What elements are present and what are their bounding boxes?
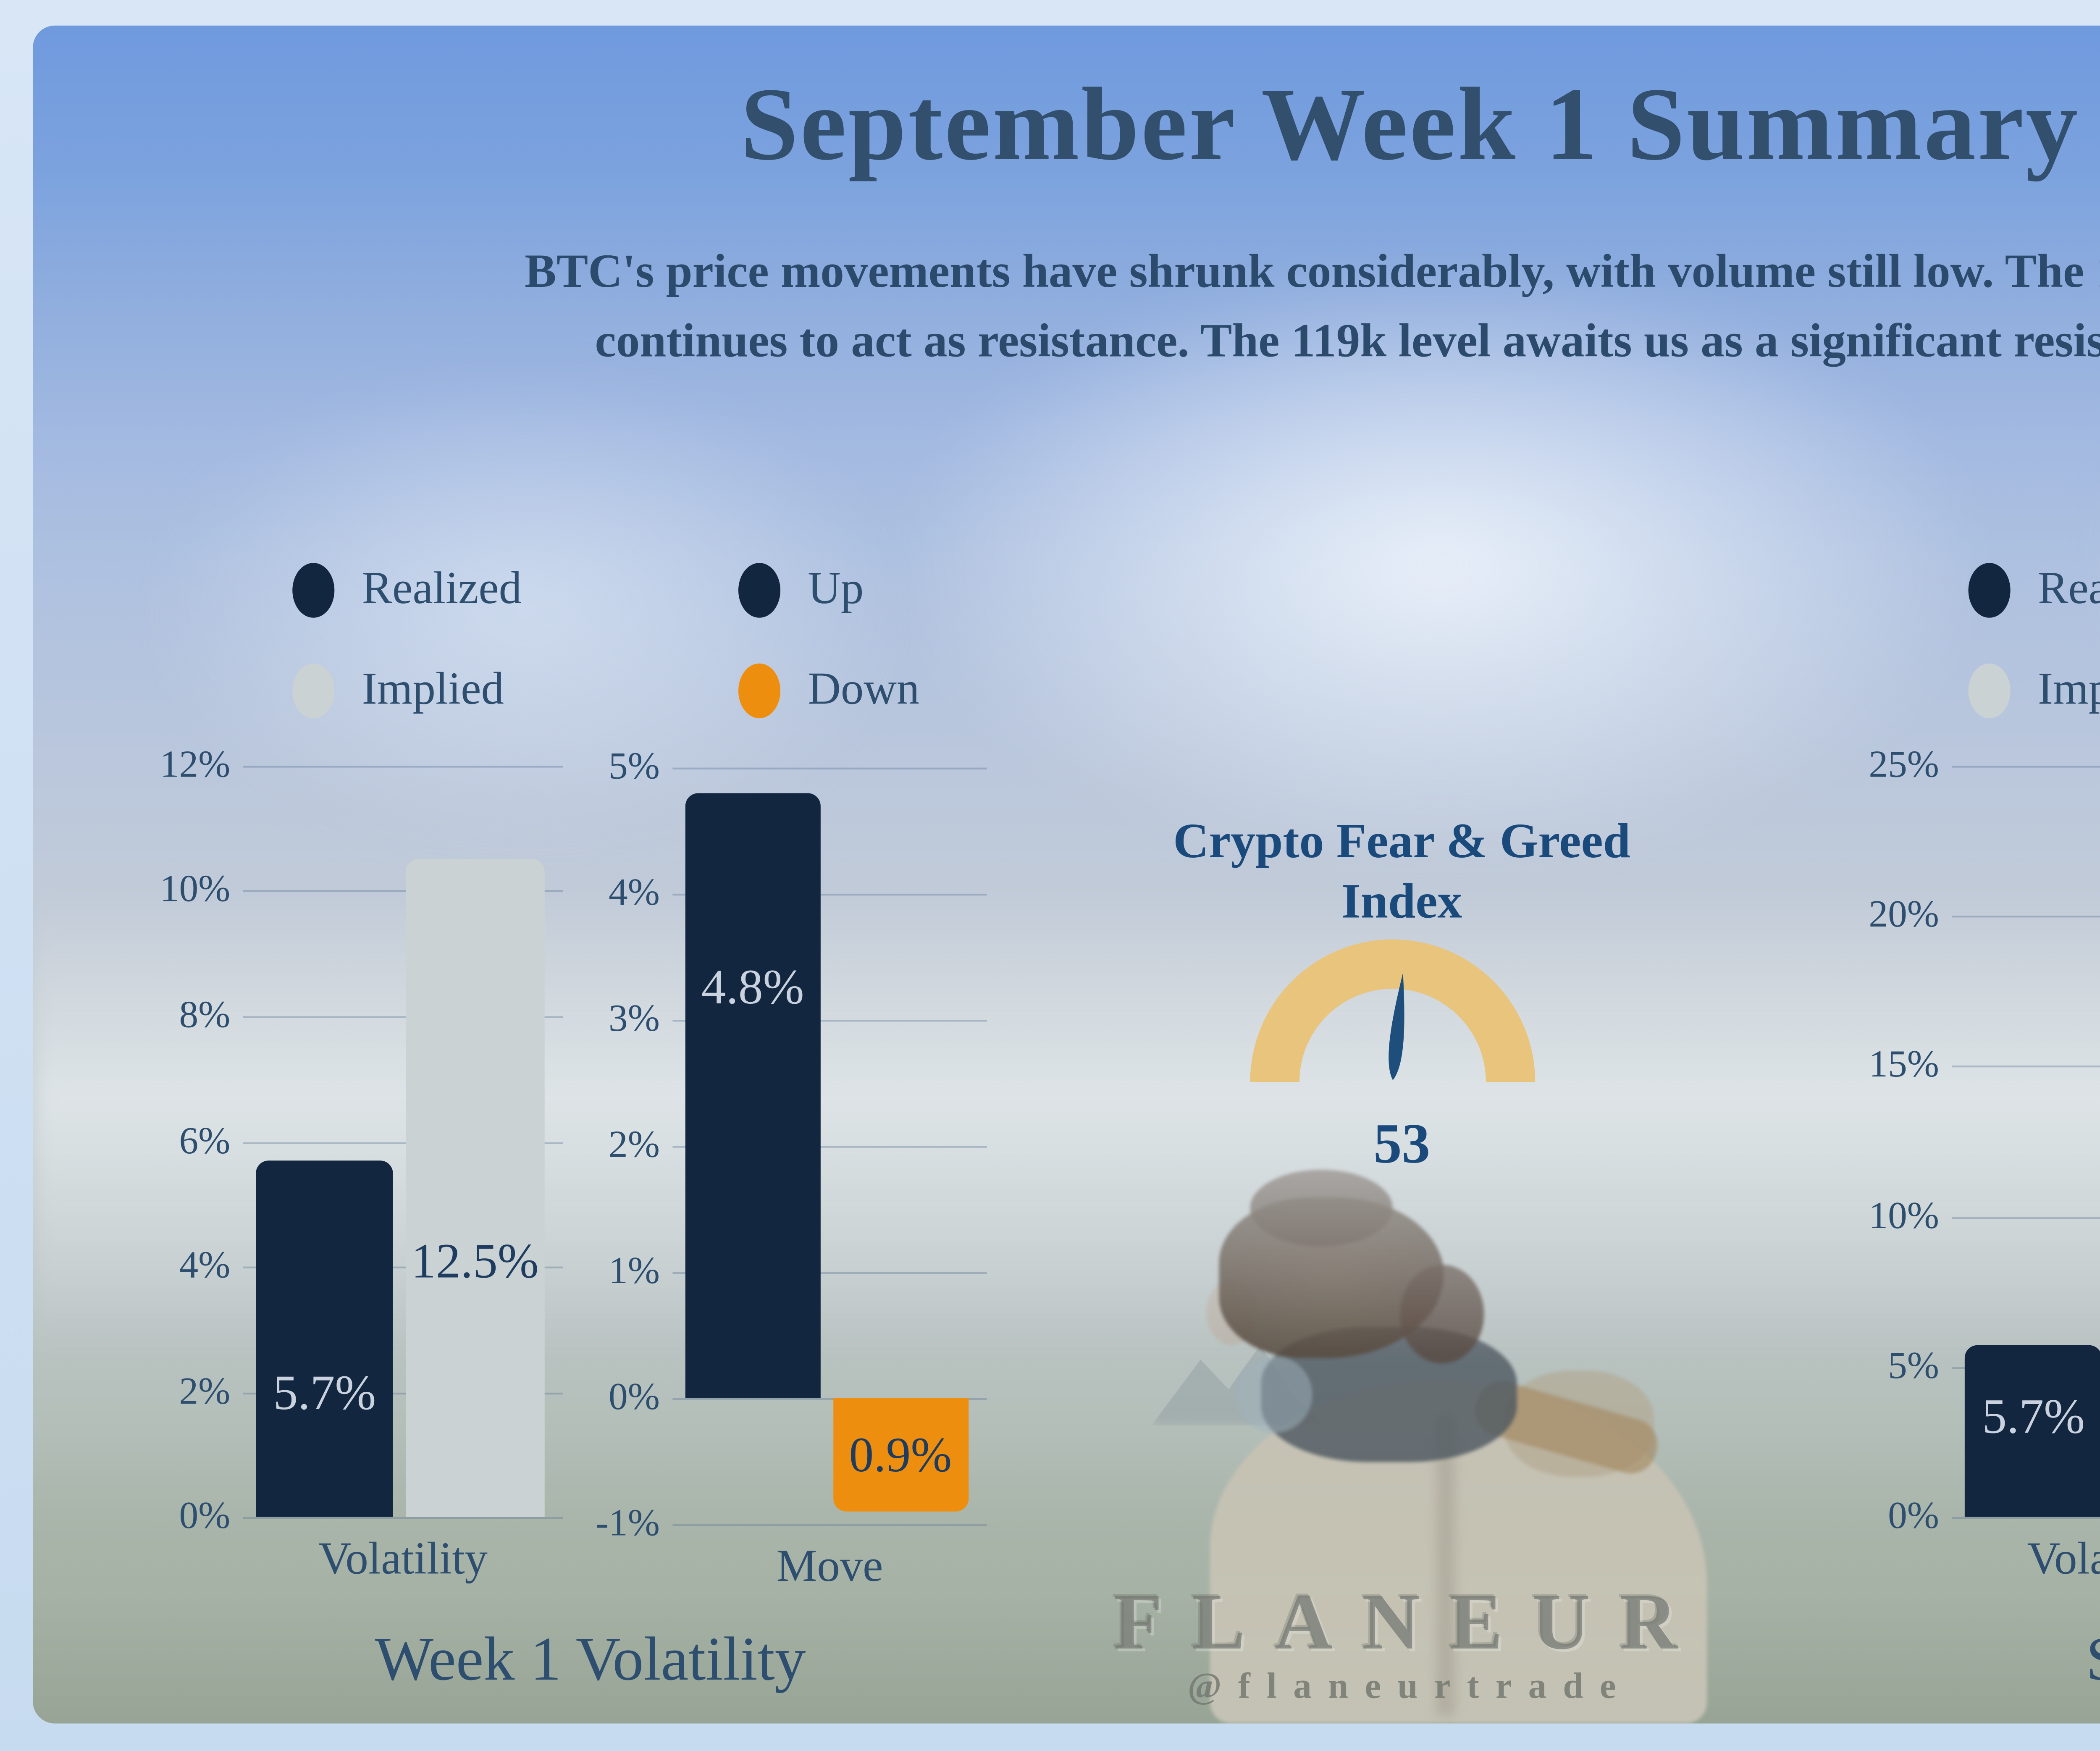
september-group-title: September Volatility	[1966, 1627, 2100, 1696]
bar-implied	[406, 859, 544, 1517]
y-axis-tick: 2%	[179, 1368, 231, 1412]
y-axis-tick: 3%	[609, 996, 660, 1040]
gridline	[1952, 1066, 2100, 1068]
gridline	[243, 891, 563, 893]
implied-dot-icon	[1968, 663, 2011, 719]
gridline	[672, 767, 987, 769]
legend-item-down: Down	[738, 660, 919, 722]
bar-value-label: 5.7%	[1982, 1388, 2085, 1444]
gridline	[672, 1272, 987, 1274]
legend-september-volatility: Realized Implied	[1968, 559, 2100, 761]
y-axis-tick: 6%	[179, 1117, 231, 1162]
gridline	[243, 1016, 563, 1018]
week1-group-title: Week 1 Volatility	[375, 1626, 806, 1694]
gridline	[243, 1517, 563, 1519]
subtitle-line-1: BTC's price movements have shrunk consid…	[525, 245, 2100, 298]
y-axis-tick: 2%	[609, 1122, 660, 1166]
brand-watermark: FLANEUR	[1113, 1577, 1707, 1667]
legend-label: Realized	[362, 564, 522, 614]
y-axis-tick: 0%	[609, 1374, 660, 1418]
legend-label: Implied	[362, 665, 504, 715]
cloud	[892, 263, 1989, 866]
y-axis-tick: -1%	[596, 1500, 660, 1545]
gauge-value: 53	[1373, 1111, 1431, 1176]
gridline	[672, 1524, 987, 1526]
implied-dot-icon	[292, 663, 335, 719]
legend-item-realized: Realized	[292, 559, 522, 622]
gridline	[672, 1398, 987, 1400]
bar-realized	[256, 1160, 394, 1517]
plot-area: 4.8% 0.9%	[672, 767, 987, 1526]
gridline	[243, 1141, 563, 1143]
y-axis-tick: 5%	[609, 744, 660, 788]
gridline	[1952, 1216, 2100, 1218]
x-axis-label: Volatility	[2027, 1535, 2100, 1585]
legend-label: Up	[808, 564, 864, 614]
y-axis-tick: 15%	[1869, 1042, 1939, 1087]
bar-up	[685, 793, 821, 1398]
down-dot-icon	[738, 663, 781, 719]
y-axis-tick: 4%	[179, 1242, 231, 1287]
y-axis-tick: 0%	[1888, 1493, 1939, 1537]
y-axis-tick: 0%	[179, 1493, 231, 1537]
summary-card: September Week 1 Summary BTC's price mov…	[33, 25, 2100, 1724]
legend-label: Implied	[2037, 665, 2100, 715]
realized-dot-icon	[292, 563, 335, 618]
bar-value-label: 12.5%	[411, 1233, 539, 1288]
gridline	[243, 766, 563, 768]
y-axis-tick: 8%	[179, 992, 231, 1037]
y-axis-tick: 4%	[609, 870, 660, 914]
gauge-needle	[1389, 973, 1404, 1080]
legend-week1-volatility: Realized Implied	[292, 559, 522, 761]
bar-value-label: 5.7%	[273, 1365, 376, 1420]
legend-item-realized: Realized	[1968, 559, 2100, 622]
legend-item-implied: Implied	[1968, 660, 2100, 722]
realized-dot-icon	[1968, 563, 2011, 618]
x-axis-label: Move	[776, 1542, 883, 1592]
y-axis-tick: 1%	[609, 1248, 660, 1292]
y-axis-tick: 10%	[1869, 1192, 1939, 1237]
gridline	[243, 1391, 563, 1394]
y-axis-tick: 12%	[160, 742, 231, 786]
gridline	[243, 1266, 563, 1268]
gridline	[672, 1146, 987, 1148]
bar-value-label: 4.8%	[701, 959, 804, 1014]
gauge-title-line-1: Crypto Fear & Greed	[1173, 813, 1630, 868]
y-axis-tick: 25%	[1869, 742, 1939, 786]
legend-label: Down	[808, 665, 920, 715]
plot-area: 5.7% 12.5%	[243, 766, 563, 1519]
legend-week1-move: Up Down	[738, 559, 919, 761]
gridline	[672, 1020, 987, 1022]
gridline	[1952, 1517, 2100, 1519]
legend-label: Realized	[2037, 564, 2100, 614]
subtitle-line-2: continues to act as resistance. The 119k…	[595, 314, 2100, 368]
gauge-needle-svg	[1389, 973, 1404, 1080]
gauge-title: Crypto Fear & Greed Index	[1073, 811, 1731, 932]
page-title: September Week 1 Summary	[740, 68, 2080, 183]
bar-down	[833, 1398, 968, 1512]
gauge-title-line-2: Index	[1341, 874, 1462, 929]
plot-area: 5.7%22.8%	[1952, 766, 2100, 1519]
bar-realized	[1964, 1345, 2100, 1517]
legend-item-up: Up	[738, 559, 919, 622]
brand-handle: @flaneurtrade	[1187, 1667, 1633, 1707]
x-axis-label: Volatility	[318, 1535, 488, 1585]
wanderer-collar	[1235, 1356, 1312, 1433]
cloud	[142, 373, 911, 848]
legend-item-implied: Implied	[292, 660, 522, 722]
gridline	[1952, 766, 2100, 768]
y-axis-tick: 5%	[1888, 1343, 1939, 1387]
wanderer-coat-fold	[1436, 1415, 1455, 1717]
gridline	[1952, 916, 2100, 918]
y-axis-tick: 10%	[160, 867, 231, 911]
subtitle: BTC's price movements have shrunk consid…	[33, 238, 2100, 377]
gridline	[672, 893, 987, 896]
y-axis-tick: 20%	[1869, 892, 1939, 936]
up-dot-icon	[738, 563, 781, 618]
bar-value-label: 0.9%	[849, 1427, 952, 1483]
